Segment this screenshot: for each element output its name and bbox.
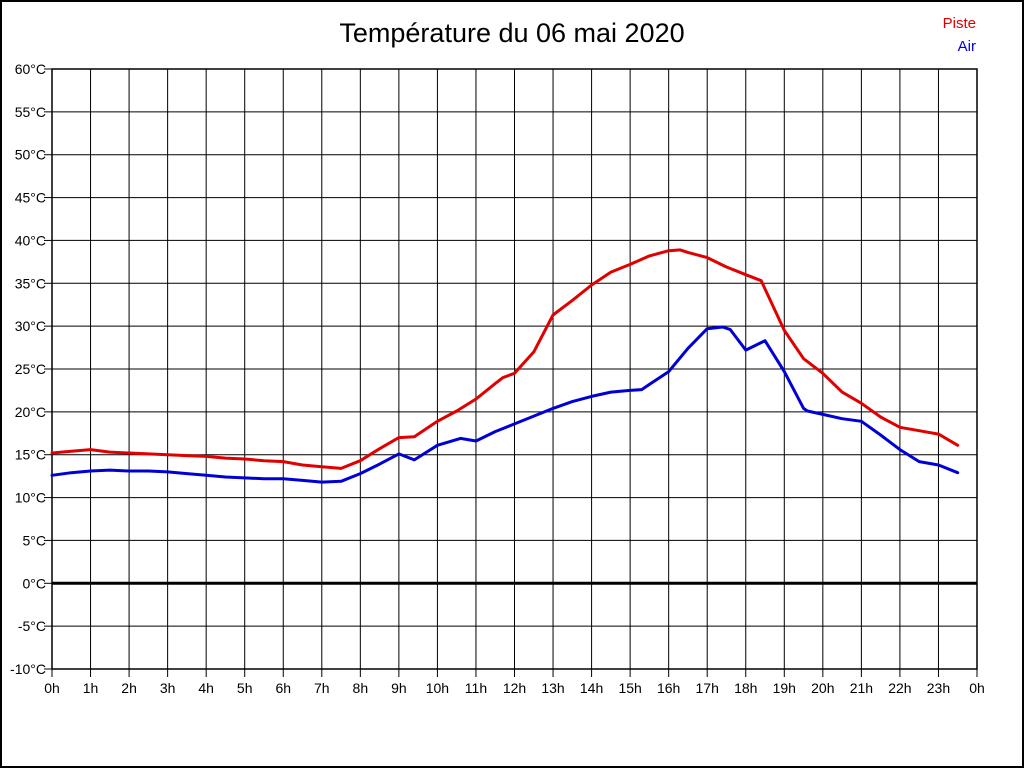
x-tick-label: 14h [580, 680, 603, 696]
x-tick-label: 9h [391, 680, 407, 696]
piste-series-line [50, 248, 960, 470]
x-tick-label: 6h [275, 680, 291, 696]
y-tick-label: 20°C [15, 404, 46, 420]
x-tick-label: 5h [237, 680, 253, 696]
y-tick-label: 0°C [23, 575, 47, 591]
x-tick-label: 0h [969, 680, 985, 696]
y-tick-label: 30°C [15, 318, 46, 334]
y-tick-label: 45°C [15, 190, 46, 206]
y-tick-label: 40°C [15, 232, 46, 248]
x-tick-label: 11h [465, 680, 487, 696]
legend-item-piste: Piste [942, 15, 976, 32]
x-tick-label: 4h [198, 680, 214, 696]
x-tick-label: 23h [927, 680, 950, 696]
y-tick-label: -10°C [10, 661, 46, 677]
air-series-line [50, 325, 960, 484]
x-tick-label: 17h [696, 680, 719, 696]
x-tick-label: 22h [888, 680, 911, 696]
x-tick-label: 18h [734, 680, 757, 696]
x-tick-label: 1h [83, 680, 99, 696]
x-tick-label: 8h [353, 680, 369, 696]
x-tick-label: 19h [773, 680, 796, 696]
chart-legend: Piste Air [943, 12, 976, 58]
x-tick-label: 21h [850, 680, 873, 696]
y-tick-label: -5°C [18, 618, 46, 634]
x-tick-label: 7h [314, 680, 330, 696]
x-tick-label: 12h [503, 680, 526, 696]
y-tick-label: 60°C [15, 61, 46, 77]
x-tick-label: 15h [618, 680, 641, 696]
y-tick-label: 25°C [15, 361, 46, 377]
y-tick-label: 50°C [15, 147, 46, 163]
x-tick-label: 16h [657, 680, 680, 696]
x-tick-label: 2h [121, 680, 137, 696]
y-tick-label: 15°C [15, 447, 46, 463]
plot-border [51, 68, 978, 670]
legend-item-air: Air [957, 38, 976, 55]
x-tick-label: 13h [541, 680, 564, 696]
y-tick-label: 5°C [23, 532, 47, 548]
chart-title: Température du 06 mai 2020 [339, 18, 685, 48]
x-tick-label: 3h [160, 680, 176, 696]
y-tick-label: 10°C [15, 490, 46, 506]
x-tick-label: 20h [811, 680, 834, 696]
y-tick-label: 55°C [15, 104, 46, 120]
x-tick-label: 0h [44, 680, 60, 696]
x-tick-label: 10h [426, 680, 449, 696]
y-tick-label: 35°C [15, 275, 46, 291]
